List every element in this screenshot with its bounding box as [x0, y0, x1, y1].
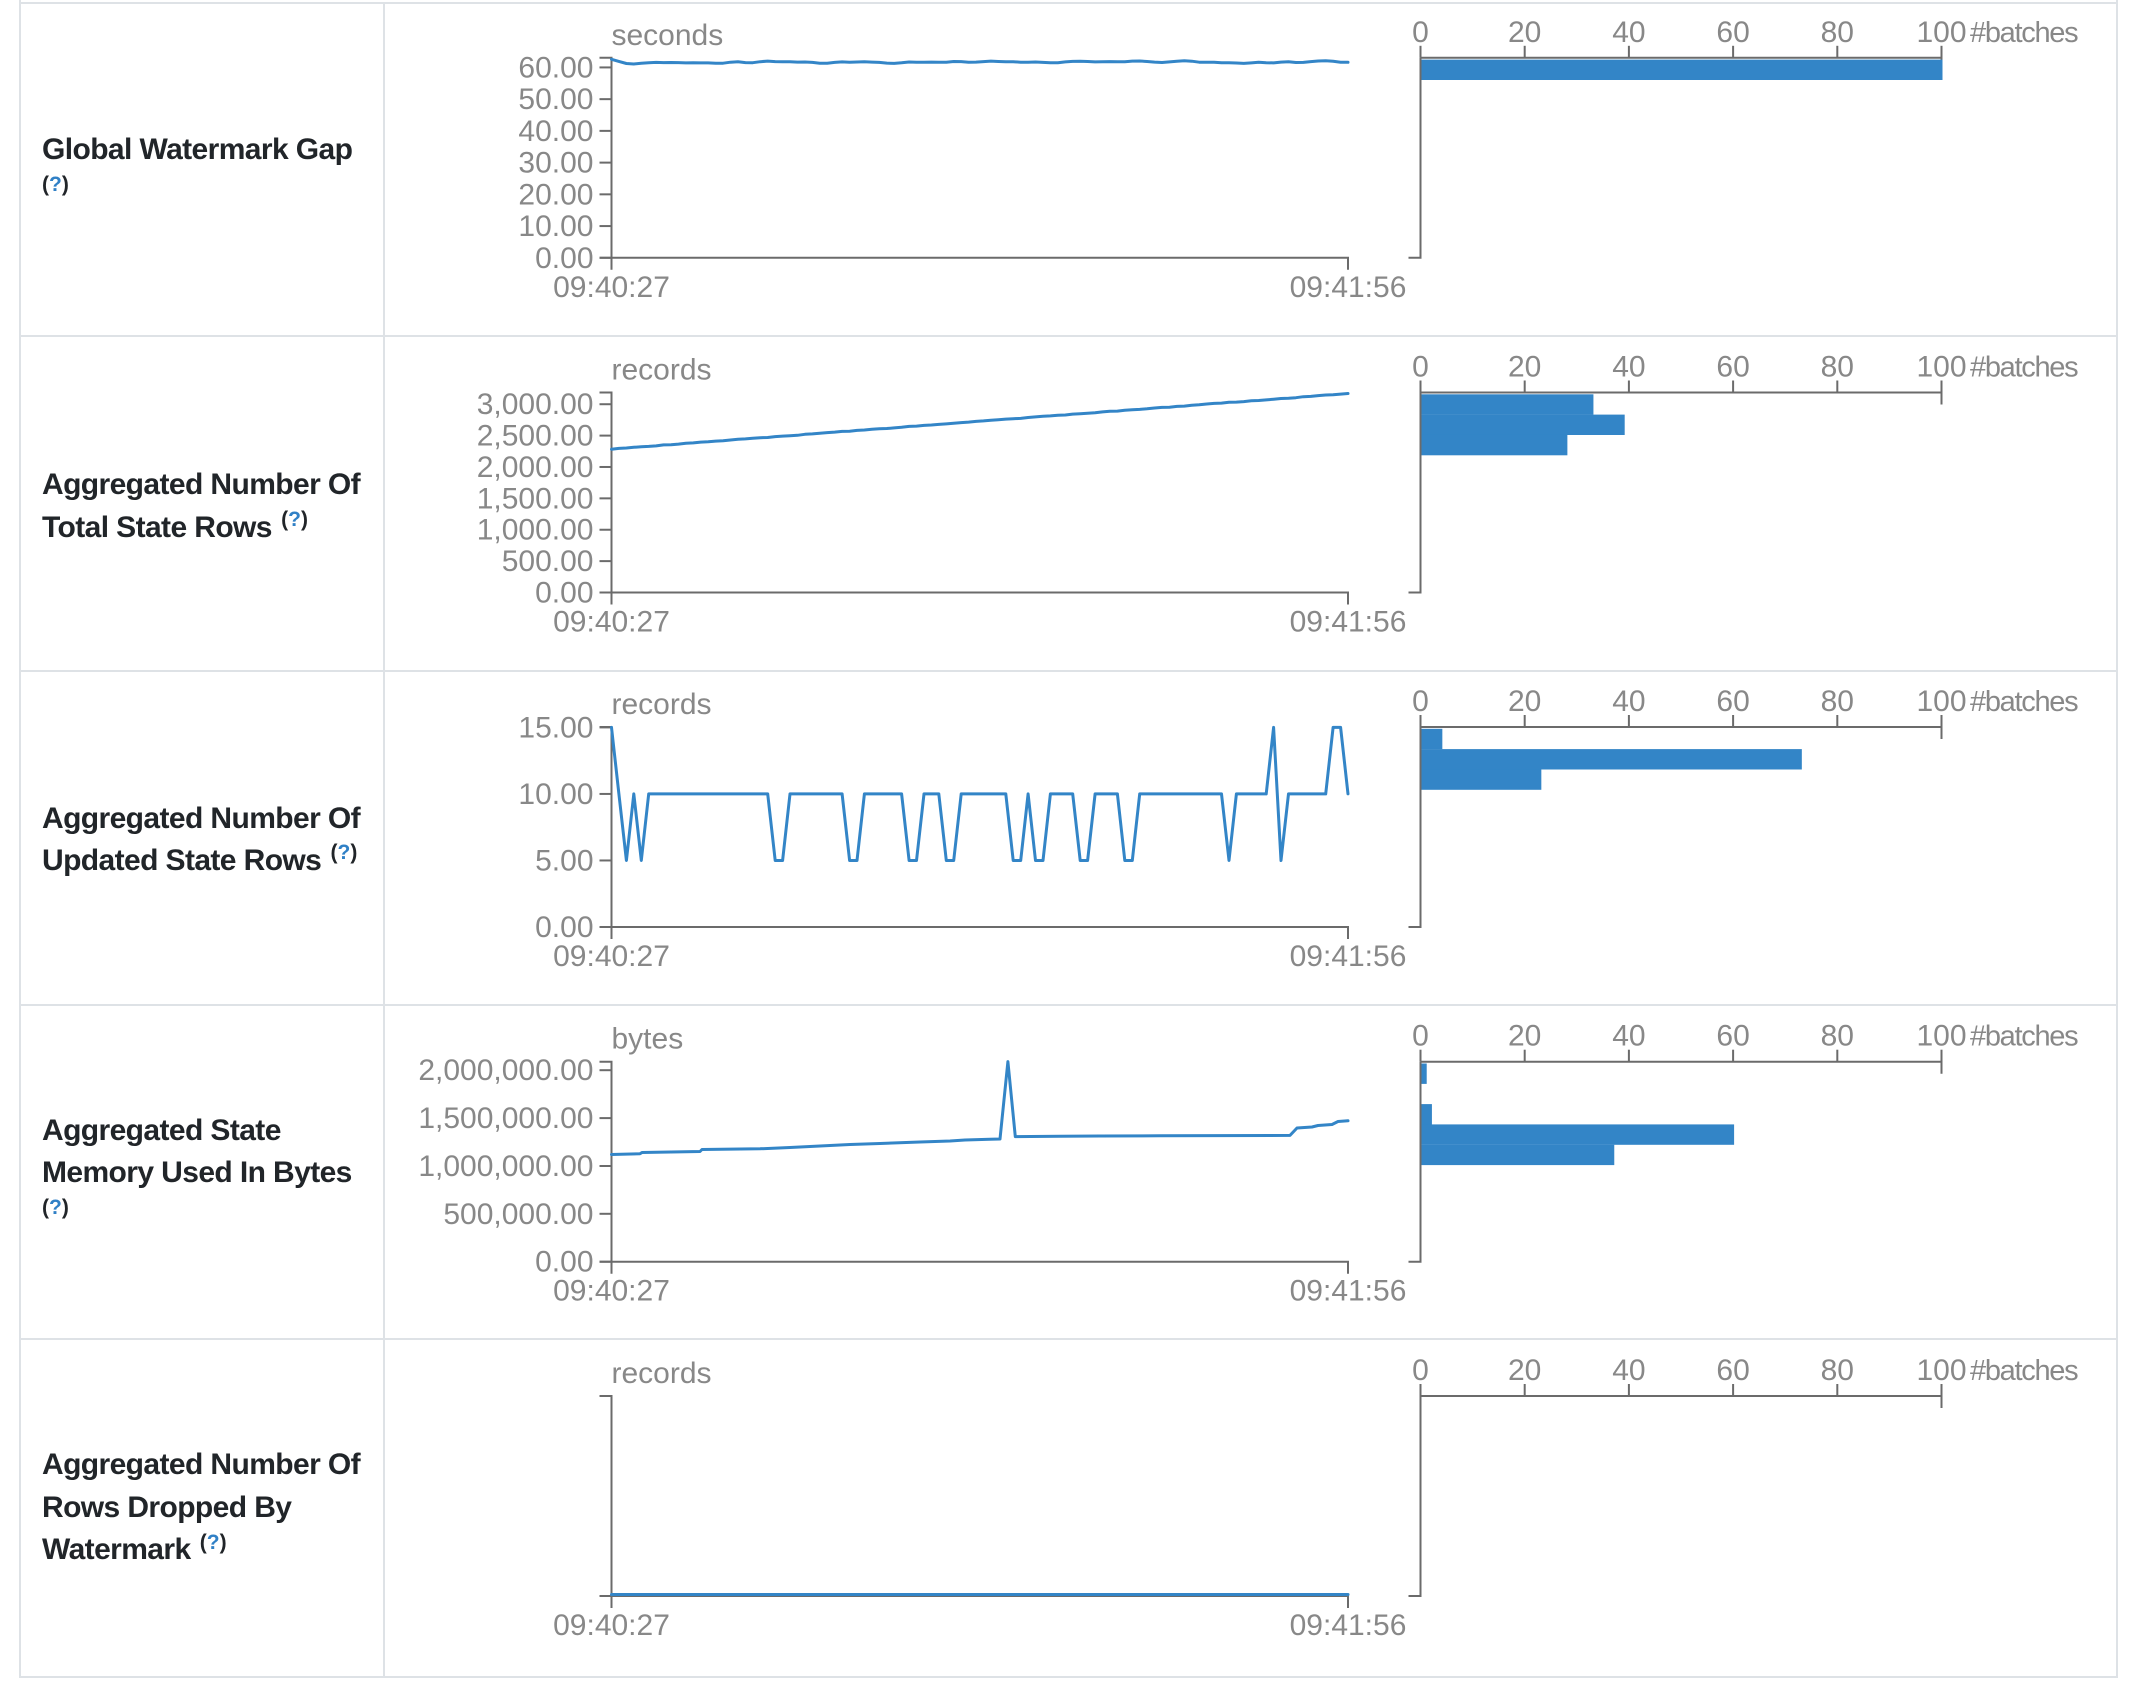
svg-text:0.00: 0.00: [535, 911, 593, 944]
svg-text:5.00: 5.00: [535, 844, 593, 877]
svg-text:40.00: 40.00: [518, 115, 593, 148]
svg-text:bytes: bytes: [612, 1023, 684, 1056]
svg-text:60: 60: [1716, 351, 1749, 384]
svg-text:500.00: 500.00: [502, 545, 594, 578]
svg-text:09:41:56: 09:41:56: [1290, 606, 1407, 639]
svg-text:20: 20: [1508, 351, 1541, 384]
svg-text:records: records: [612, 354, 712, 387]
svg-text:40: 40: [1612, 685, 1645, 718]
svg-text:40: 40: [1612, 16, 1645, 49]
svg-text:1,000,000.00: 1,000,000.00: [418, 1150, 593, 1183]
svg-text:20: 20: [1508, 1354, 1541, 1387]
svg-text:09:40:27: 09:40:27: [553, 271, 670, 304]
svg-text:40: 40: [1612, 1354, 1645, 1387]
svg-text:80: 80: [1821, 351, 1854, 384]
svg-text:0.00: 0.00: [535, 577, 593, 610]
svg-text:09:40:27: 09:40:27: [553, 1275, 670, 1308]
svg-text:1,000.00: 1,000.00: [477, 514, 594, 547]
svg-text:1,500.00: 1,500.00: [477, 482, 594, 515]
svg-text:2,000.00: 2,000.00: [477, 451, 594, 484]
svg-text:30.00: 30.00: [518, 147, 593, 180]
svg-text:09:40:27: 09:40:27: [553, 940, 670, 973]
svg-text:seconds: seconds: [612, 19, 724, 52]
svg-text:#batches: #batches: [1970, 686, 2078, 718]
svg-text:80: 80: [1821, 1020, 1854, 1053]
svg-text:20.00: 20.00: [518, 178, 593, 211]
svg-text:100: 100: [1916, 16, 1966, 49]
svg-text:100: 100: [1916, 1354, 1966, 1387]
svg-text:0: 0: [1412, 1020, 1429, 1053]
svg-text:2,000,000.00: 2,000,000.00: [418, 1054, 593, 1087]
svg-text:15.00: 15.00: [518, 711, 593, 744]
svg-text:#batches: #batches: [1970, 1021, 2078, 1053]
svg-text:3,000.00: 3,000.00: [477, 388, 594, 421]
svg-text:09:41:56: 09:41:56: [1290, 940, 1407, 973]
svg-text:0: 0: [1412, 1354, 1429, 1387]
svg-text:10.00: 10.00: [518, 210, 593, 243]
svg-text:#batches: #batches: [1970, 1355, 2078, 1387]
svg-text:60: 60: [1716, 16, 1749, 49]
svg-text:80: 80: [1821, 16, 1854, 49]
svg-text:40: 40: [1612, 1020, 1645, 1053]
svg-text:60: 60: [1716, 1020, 1749, 1053]
svg-text:20: 20: [1508, 1020, 1541, 1053]
svg-text:#batches: #batches: [1970, 352, 2078, 384]
svg-text:09:41:56: 09:41:56: [1290, 1609, 1407, 1642]
svg-text:0: 0: [1412, 685, 1429, 718]
svg-text:60: 60: [1716, 685, 1749, 718]
svg-text:records: records: [612, 688, 712, 721]
svg-text:0.00: 0.00: [535, 1246, 593, 1279]
svg-text:20: 20: [1508, 16, 1541, 49]
svg-text:60: 60: [1716, 1354, 1749, 1387]
svg-text:80: 80: [1821, 1354, 1854, 1387]
svg-text:100: 100: [1916, 351, 1966, 384]
svg-text:0: 0: [1412, 351, 1429, 384]
svg-text:50.00: 50.00: [518, 83, 593, 116]
svg-text:60.00: 60.00: [518, 51, 593, 84]
svg-text:100: 100: [1916, 685, 1966, 718]
svg-text:0.00: 0.00: [535, 242, 593, 275]
svg-text:1,500,000.00: 1,500,000.00: [418, 1102, 593, 1135]
svg-text:40: 40: [1612, 351, 1645, 384]
svg-text:records: records: [612, 1357, 712, 1390]
svg-text:09:40:27: 09:40:27: [553, 606, 670, 639]
svg-text:0: 0: [1412, 16, 1429, 49]
svg-text:10.00: 10.00: [518, 778, 593, 811]
svg-text:09:41:56: 09:41:56: [1290, 271, 1407, 304]
svg-text:500,000.00: 500,000.00: [443, 1198, 593, 1231]
svg-text:20: 20: [1508, 685, 1541, 718]
svg-text:#batches: #batches: [1970, 17, 2078, 49]
svg-text:80: 80: [1821, 685, 1854, 718]
svg-text:09:41:56: 09:41:56: [1290, 1275, 1407, 1308]
svg-text:2,500.00: 2,500.00: [477, 420, 594, 453]
svg-text:100: 100: [1916, 1020, 1966, 1053]
svg-text:09:40:27: 09:40:27: [553, 1609, 670, 1642]
